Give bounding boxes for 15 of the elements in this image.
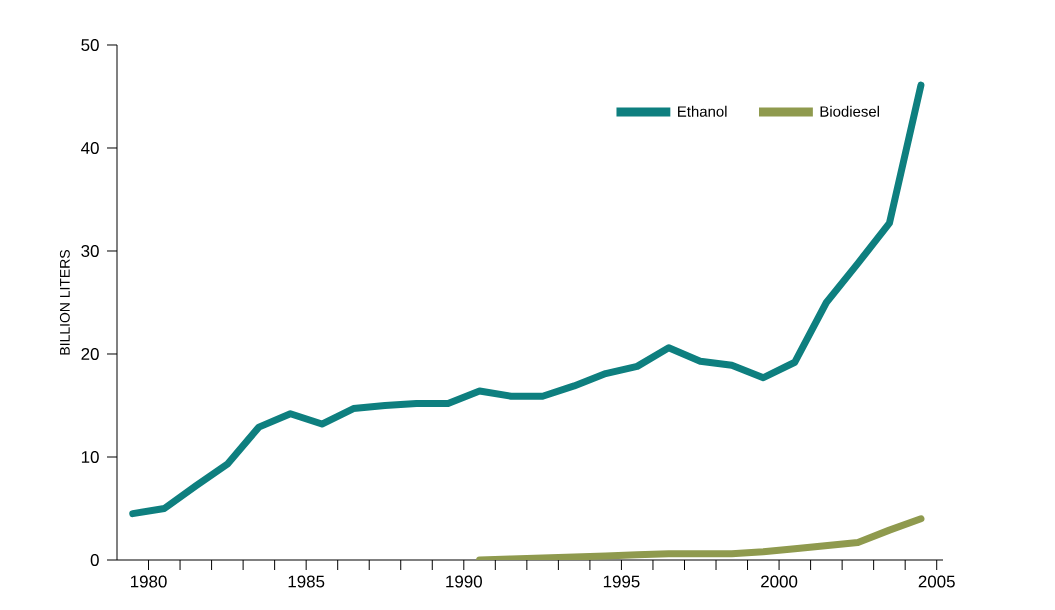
legend-label: Biodiesel bbox=[820, 105, 879, 117]
x-tick-label: 2005 bbox=[918, 575, 955, 588]
x-tick-label: 1985 bbox=[288, 575, 325, 588]
y-tick-label: 10 bbox=[81, 451, 99, 463]
x-tick-label: 1980 bbox=[130, 575, 167, 588]
y-tick-label: 20 bbox=[81, 348, 99, 360]
y-tick-label: 30 bbox=[81, 245, 99, 257]
y-tick-label: 50 bbox=[81, 39, 99, 51]
x-tick-label: 2000 bbox=[761, 575, 798, 588]
legend-label: Ethanol bbox=[678, 105, 727, 117]
y-tick-label: 0 bbox=[90, 554, 99, 566]
y-tick-label: 40 bbox=[81, 142, 99, 154]
y-axis-title: BILLION LITERS bbox=[59, 250, 70, 355]
x-tick-label: 1995 bbox=[603, 575, 640, 588]
x-tick-label: 1990 bbox=[446, 575, 482, 588]
